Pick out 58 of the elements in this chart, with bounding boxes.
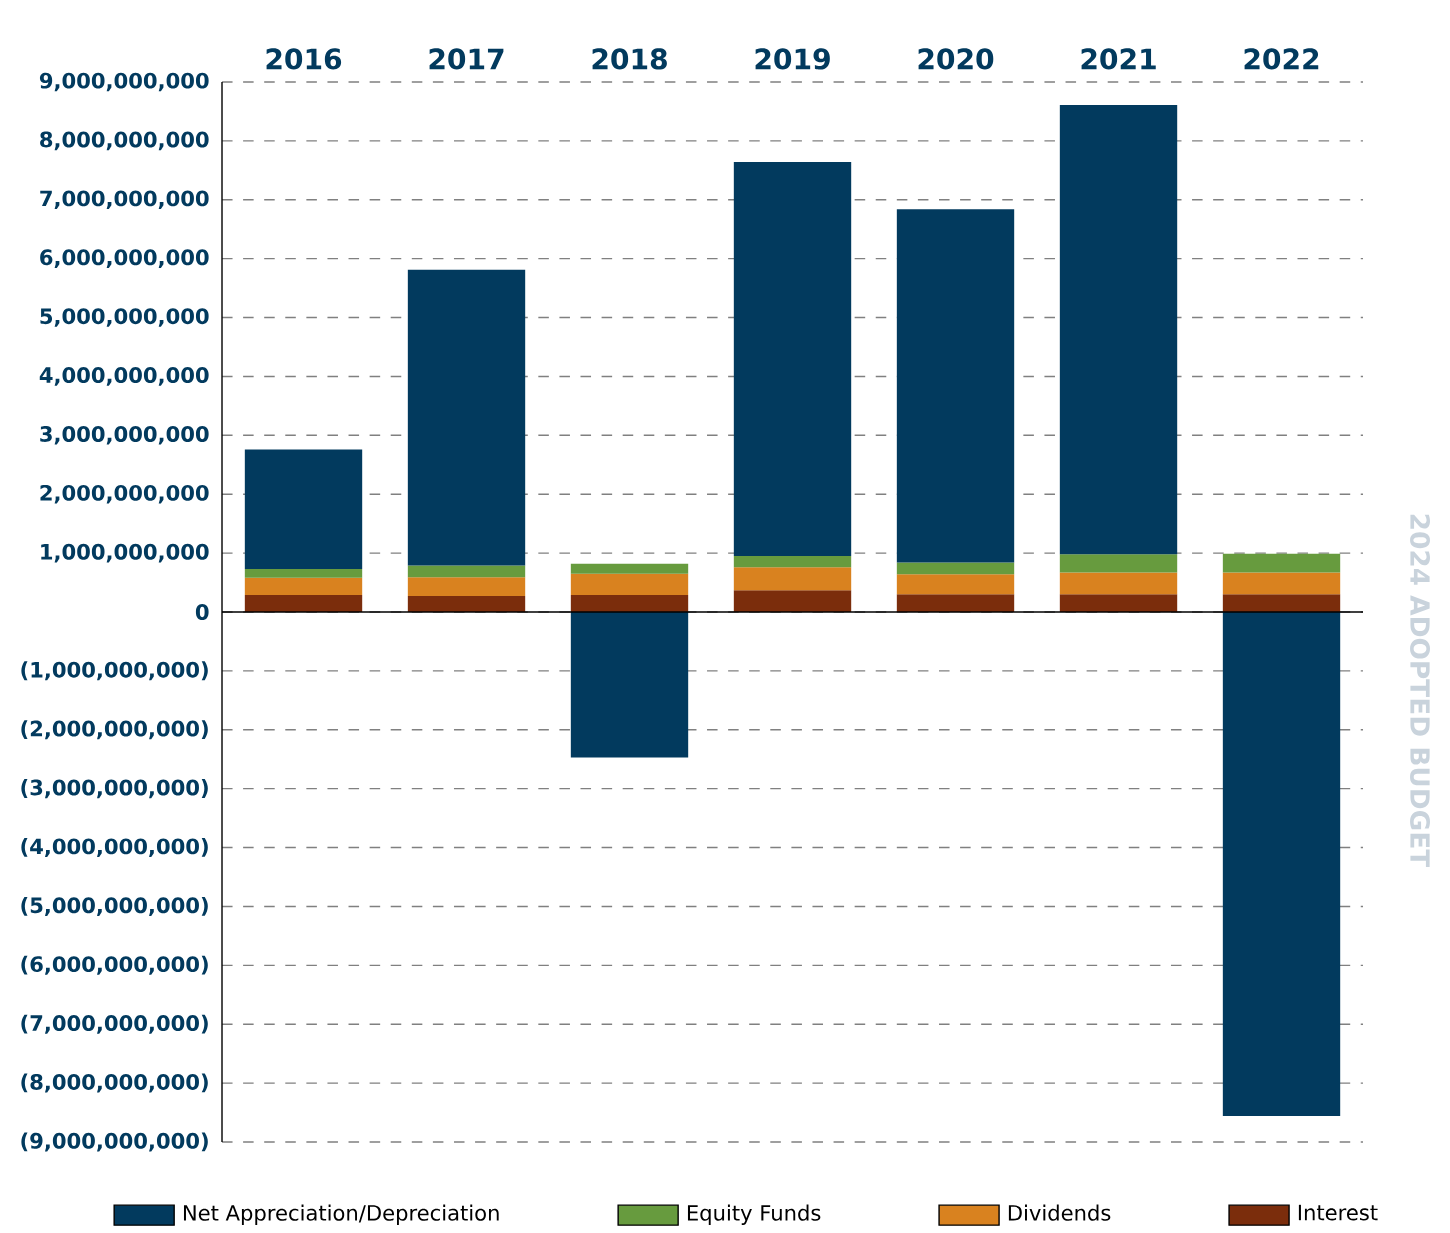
y-tick-label: 8,000,000,000	[40, 131, 209, 151]
y-tick-label: 1,000,000,000	[41, 543, 209, 563]
bar	[1222, 594, 1341, 612]
bar	[244, 577, 363, 595]
x-tick-label: 2021	[1081, 48, 1156, 70]
bar	[1059, 104, 1178, 555]
bar	[733, 556, 852, 568]
y-tick-label: 4,000,000,000	[39, 367, 209, 386]
bar	[1059, 554, 1178, 573]
x-tick-label: 2016	[266, 48, 342, 70]
y-tick-label: (9,000,000,000)	[21, 1132, 208, 1152]
bar	[570, 594, 689, 612]
y-tick-label: (2,000,000,000)	[21, 720, 208, 740]
bar	[407, 269, 526, 566]
legend-label: Equity Funds	[687, 1204, 821, 1225]
y-tick-label: (5,000,000,000)	[21, 896, 208, 916]
bar	[407, 565, 526, 578]
legend-label: Interest	[1298, 1204, 1378, 1221]
bar	[733, 567, 852, 591]
legend-label: Dividends	[1008, 1204, 1111, 1221]
y-tick-label: (4,000,000,000)	[21, 838, 208, 858]
bar	[570, 611, 689, 758]
y-tick-label: 7,000,000,000	[40, 190, 209, 210]
bar	[407, 577, 526, 597]
y-tick-label: 3,000,000,000	[40, 425, 209, 445]
bar	[244, 568, 363, 578]
bar	[896, 574, 1015, 595]
x-tick-label: 2017	[429, 48, 504, 70]
bar	[244, 449, 363, 569]
legend-label: Net Appreciation/Depreciation	[183, 1204, 499, 1225]
bar	[733, 590, 852, 612]
bar	[407, 596, 526, 612]
bar	[1059, 572, 1178, 595]
bar	[896, 209, 1015, 563]
bar	[1222, 553, 1341, 573]
x-tick-label: 2019	[755, 48, 830, 70]
bar	[896, 562, 1015, 575]
y-tick-label: 5,000,000,000	[40, 308, 209, 327]
x-tick-label: 2020	[918, 48, 994, 70]
y-tick-label: 2,000,000,000	[40, 484, 209, 504]
bar	[570, 573, 689, 595]
bar	[733, 162, 852, 557]
y-tick-label: (3,000,000,000)	[21, 779, 208, 799]
y-tick-label: 6,000,000,000	[40, 249, 209, 268]
bar	[1222, 611, 1341, 1117]
y-tick-label: (6,000,000,000)	[21, 955, 208, 975]
y-tick-label: (8,000,000,000)	[21, 1073, 208, 1093]
bar	[570, 563, 689, 574]
x-tick-label: 2022	[1244, 48, 1319, 70]
bar	[1059, 594, 1178, 612]
bar	[896, 594, 1015, 612]
y-tick-label: 9,000,000,000	[39, 72, 209, 92]
bar	[244, 594, 363, 612]
y-tick-label: (7,000,000,000)	[21, 1014, 208, 1034]
y-tick-label: 0	[195, 604, 209, 620]
y-tick-label: (1,000,000,000)	[21, 661, 208, 681]
x-tick-label: 2018	[592, 48, 667, 70]
bar	[1222, 572, 1341, 595]
